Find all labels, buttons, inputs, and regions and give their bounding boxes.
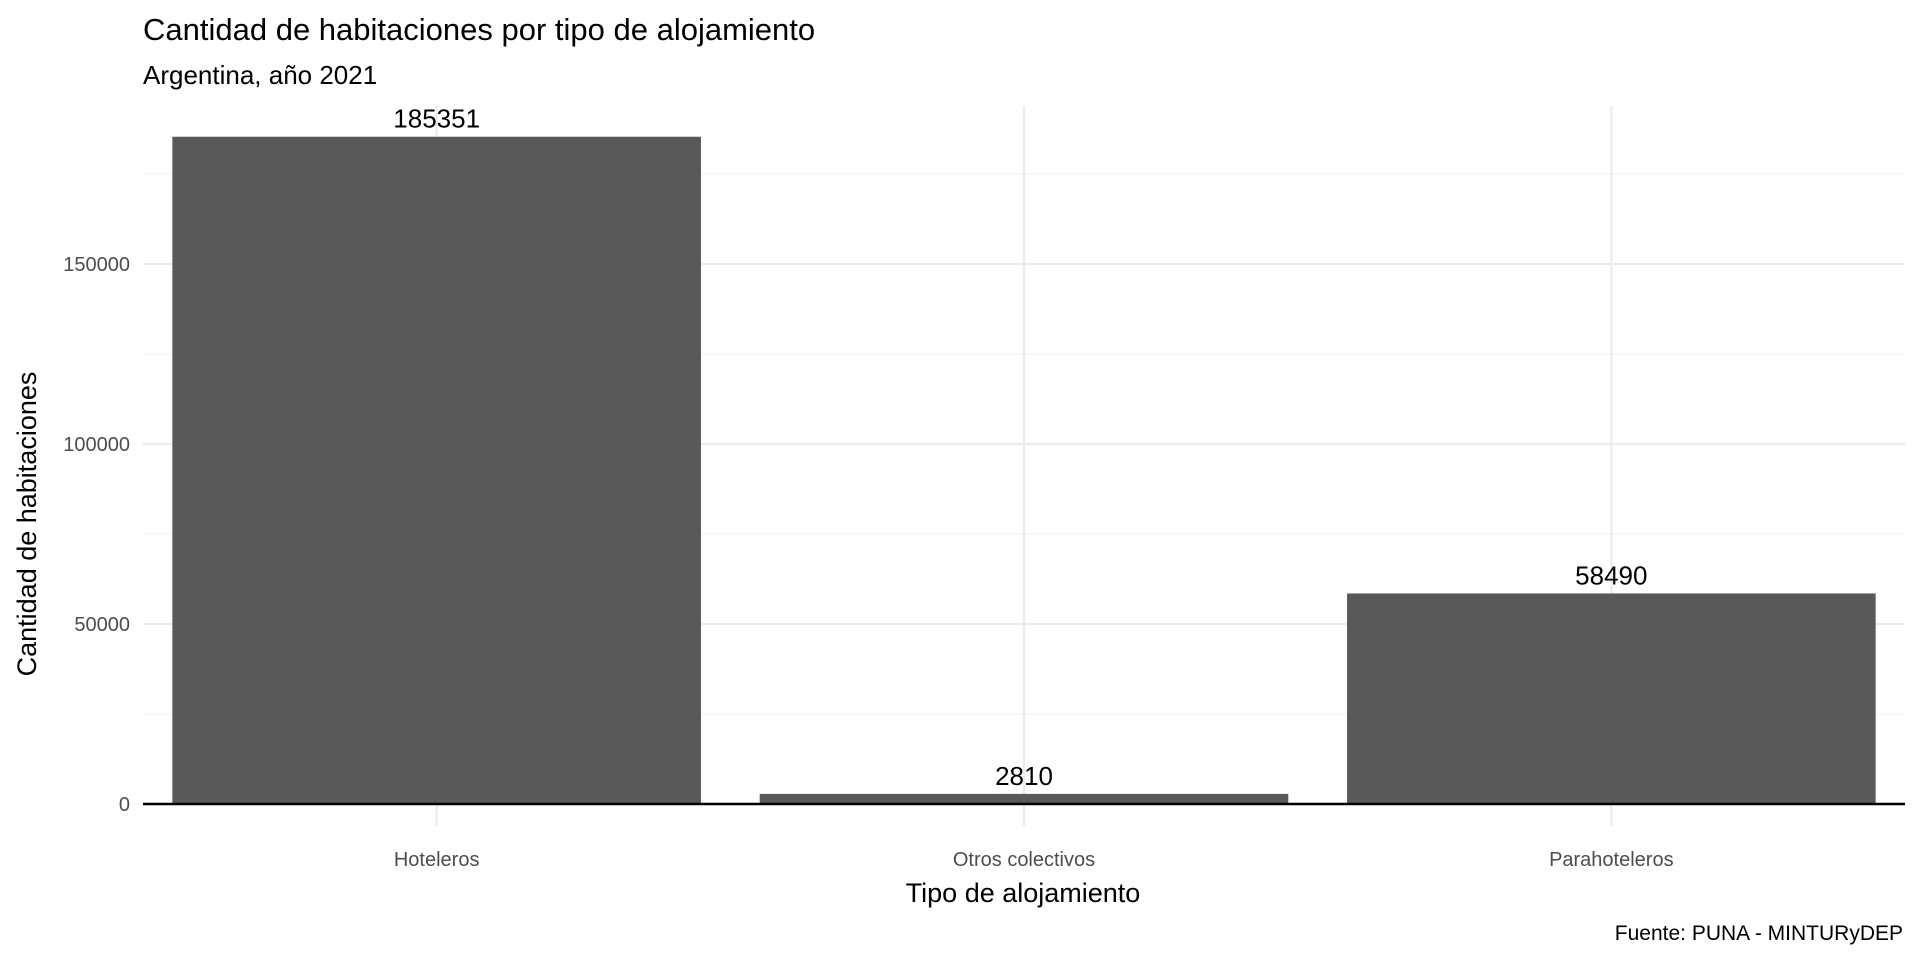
chart-title: Cantidad de habitaciones por tipo de alo… xyxy=(143,12,815,47)
bar xyxy=(1347,593,1876,804)
chart-caption: Fuente: PUNA - MINTURyDEP xyxy=(1615,922,1903,945)
y-axis-ticks: 0 50000 100000 150000 xyxy=(63,254,130,816)
bar xyxy=(172,136,701,805)
bars xyxy=(172,136,1876,805)
data-label: 2810 xyxy=(995,761,1053,791)
bar xyxy=(759,793,1289,804)
x-tick-label: Parahoteleros xyxy=(1549,849,1674,871)
y-tick-label: 0 xyxy=(119,794,130,816)
y-tick-label: 50000 xyxy=(74,614,130,636)
x-tick-label: Otros colectivos xyxy=(953,849,1095,871)
data-label: 58490 xyxy=(1575,560,1647,590)
data-label: 185351 xyxy=(393,104,480,134)
x-axis-ticks: Hoteleros Otros colectivos Parahoteleros xyxy=(394,849,1674,871)
x-axis-title: Tipo de alojamiento xyxy=(906,878,1141,908)
data-labels: 185351 2810 58490 xyxy=(393,104,1647,791)
y-axis-title: Cantidad de habitaciones xyxy=(12,372,42,677)
y-tick-label: 100000 xyxy=(63,434,130,456)
y-tick-label: 150000 xyxy=(63,254,130,276)
x-tick-label: Hoteleros xyxy=(394,849,480,871)
chart-subtitle: Argentina, año 2021 xyxy=(143,60,377,90)
